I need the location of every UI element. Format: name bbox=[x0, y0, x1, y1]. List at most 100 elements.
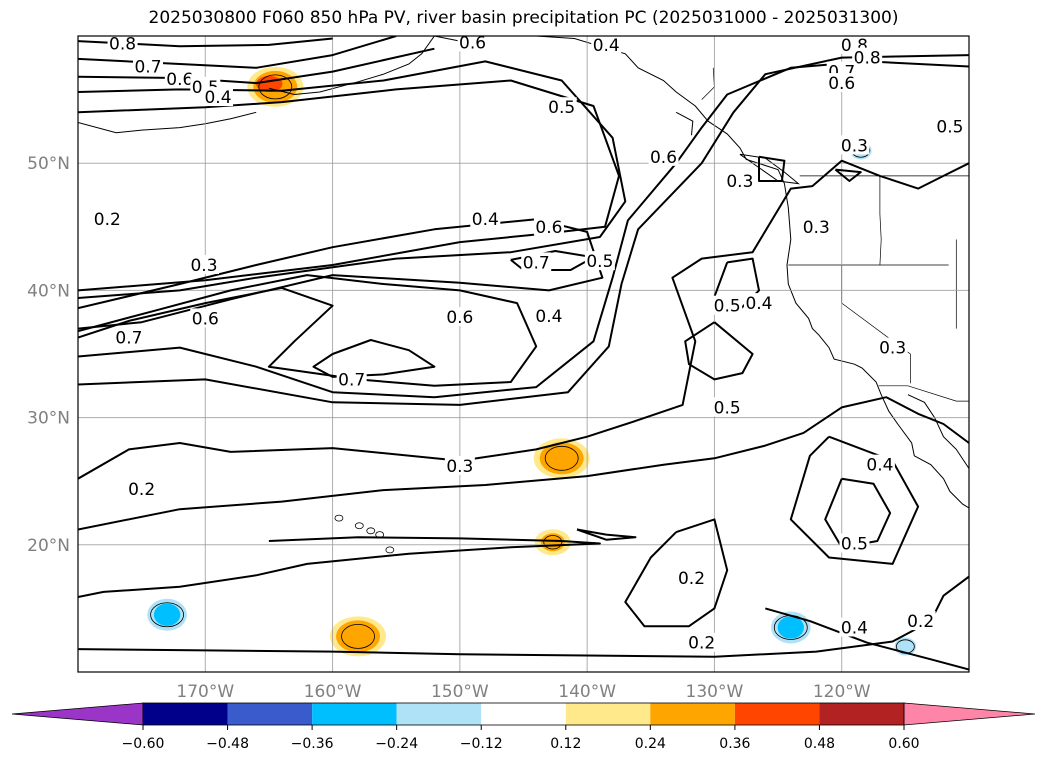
contour-label-bg bbox=[584, 251, 615, 271]
contour-label-bg bbox=[444, 455, 475, 475]
contour-label: 0.2 bbox=[688, 634, 715, 654]
lon-tick-label: 160°W bbox=[304, 682, 362, 702]
bc-alaska-border bbox=[701, 67, 715, 100]
colorbar-tick-label: −0.36 bbox=[291, 736, 334, 752]
contour-label: 0.4 bbox=[535, 307, 562, 327]
precip-outline bbox=[341, 623, 375, 649]
lon-tick-label: 140°W bbox=[558, 682, 616, 702]
contour-label-bg bbox=[839, 617, 870, 637]
contour-label-bg bbox=[546, 97, 577, 117]
precip-outline bbox=[258, 74, 293, 100]
contour-label: 0.8 bbox=[854, 49, 881, 69]
lat-tick-label: 30°N bbox=[27, 409, 70, 429]
contour-label: 0.4 bbox=[841, 618, 868, 638]
contour-label: 0.7 bbox=[523, 253, 550, 273]
contour-label-bg bbox=[934, 116, 965, 136]
contour-label: 0.2 bbox=[678, 569, 705, 589]
contour-label: 0.6 bbox=[192, 309, 219, 329]
contour-label: 0.3 bbox=[446, 457, 473, 477]
lon-tick-label: 170°W bbox=[176, 682, 234, 702]
pv-contour bbox=[78, 575, 969, 658]
contour-label: 0.4 bbox=[472, 210, 499, 230]
colorbar-segment bbox=[143, 703, 228, 725]
contour-label: 0.7 bbox=[115, 328, 142, 348]
pv-contour bbox=[78, 79, 620, 292]
contour-label: 0.2 bbox=[907, 612, 934, 632]
contour-label: 0.5 bbox=[936, 117, 963, 137]
pv-contour bbox=[78, 60, 627, 299]
lat-tick-label: 20°N bbox=[27, 536, 70, 556]
colorbar-segment bbox=[650, 703, 735, 725]
colorbar-tick-label: 0.24 bbox=[635, 736, 666, 752]
colorbar-segment bbox=[734, 703, 820, 725]
colorbar-tick-label: −0.60 bbox=[122, 736, 165, 752]
colorbar-tick-label: −0.24 bbox=[375, 736, 418, 752]
pv-contour bbox=[78, 274, 538, 387]
contour-label: 0.4 bbox=[866, 456, 893, 476]
pv-contour bbox=[78, 396, 969, 531]
contour-label-bg bbox=[126, 478, 157, 498]
contour-label-bg bbox=[686, 632, 717, 652]
precip-shade-core bbox=[153, 603, 181, 626]
contour-label: 0.3 bbox=[803, 218, 830, 238]
contour-label: 0.6 bbox=[828, 74, 855, 94]
mexico-border bbox=[878, 385, 969, 402]
colorbar-extend-high bbox=[903, 702, 1036, 726]
contour-label-bg bbox=[648, 146, 679, 166]
contour-label: 0.2 bbox=[128, 480, 155, 500]
contour-label-bg bbox=[826, 73, 857, 93]
contour-label: 0.5 bbox=[714, 297, 741, 317]
aleutian-islands bbox=[78, 111, 257, 134]
pv-contour bbox=[78, 159, 969, 480]
colorbar-segment bbox=[819, 703, 904, 725]
contour-label: 0.5 bbox=[548, 98, 575, 118]
contour-label-bg bbox=[203, 87, 234, 107]
contour-label-bg bbox=[190, 308, 221, 328]
gulf-coastline bbox=[907, 394, 969, 469]
contour-label: 0.6 bbox=[166, 70, 193, 90]
colorbar-segment bbox=[565, 703, 651, 725]
california-border bbox=[841, 265, 911, 384]
contour-label: 0.6 bbox=[459, 33, 486, 53]
contour-label-bg bbox=[444, 307, 475, 327]
contour-label-bg bbox=[905, 611, 936, 631]
chart-title: 2025030800 F060 850 hPa PV, river basin … bbox=[148, 8, 899, 28]
contour-label-bg bbox=[521, 252, 552, 272]
alaska-peninsula-coast bbox=[268, 36, 435, 96]
contour-label: 0.8 bbox=[109, 35, 136, 55]
colorbar: −0.60 −0.48 −0.36 −0.24 −0.12 0.12 0.24 0.36 0.4… bbox=[11, 702, 1036, 752]
plot-area: 0.80.70.60.50.40.60.50.60.40.80.80.70.60… bbox=[78, 33, 969, 672]
contour-label: 0.2 bbox=[94, 210, 121, 230]
contour-label: 0.3 bbox=[841, 136, 868, 156]
contour-label-bg bbox=[113, 327, 144, 347]
contour-label-bg bbox=[189, 254, 220, 274]
idaho-border bbox=[879, 175, 882, 266]
lon-tick-label: 150°W bbox=[431, 682, 489, 702]
contour-label-bg bbox=[864, 454, 895, 474]
pv-contour bbox=[78, 60, 969, 399]
contour-label-bg bbox=[877, 337, 908, 357]
contour-label-bg bbox=[133, 56, 164, 76]
contour-label: 0.3 bbox=[726, 172, 753, 192]
pv-contour bbox=[758, 155, 786, 182]
pv-contour bbox=[78, 536, 601, 598]
plot-frame bbox=[77, 35, 970, 673]
precip-shade-mid bbox=[336, 620, 381, 653]
pv-contour bbox=[834, 168, 862, 182]
pv-contour bbox=[624, 518, 729, 628]
pv-contour bbox=[78, 47, 435, 85]
contour-label: 0.3 bbox=[190, 256, 217, 276]
coastline bbox=[434, 36, 969, 509]
contour-label-bg bbox=[533, 305, 564, 325]
contour-label: 0.4 bbox=[745, 294, 772, 314]
island-outline bbox=[385, 546, 395, 554]
contour-label: 0.5 bbox=[586, 252, 613, 272]
pv-contour bbox=[576, 528, 637, 541]
contour-label: 0.6 bbox=[650, 148, 677, 168]
colorbar-tick-label: 0.12 bbox=[550, 736, 581, 752]
contour-label-bg bbox=[801, 216, 832, 236]
island-outline bbox=[334, 514, 344, 522]
contour-label-bg bbox=[839, 135, 870, 155]
colorbar-segment bbox=[481, 703, 566, 725]
